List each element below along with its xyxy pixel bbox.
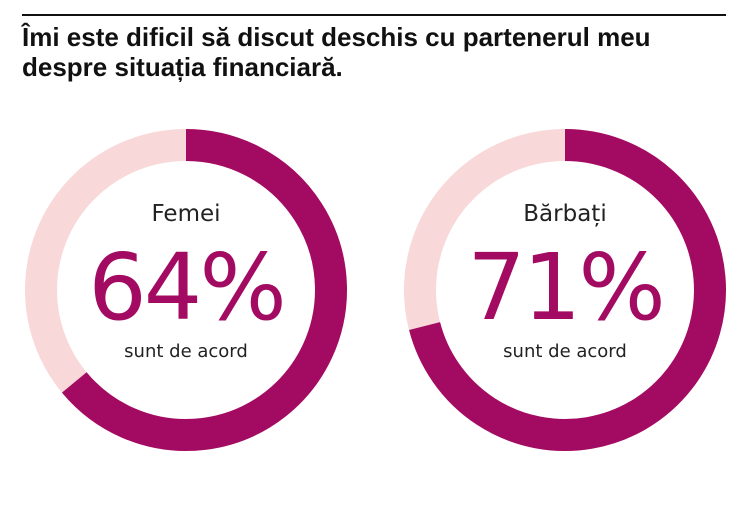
percent-value-women: 64% [88, 234, 286, 341]
donut-svg-women [25, 129, 347, 451]
donut-chart-men: Bărbați 71% sunt de acord [403, 128, 727, 452]
group-label-women: Femei [151, 201, 221, 227]
top-rule [22, 14, 726, 16]
donut-value-arc-women [61, 129, 347, 451]
donut-svg-men [404, 129, 726, 451]
percent-value-men: 71% [467, 234, 665, 341]
donut-chart-women: Femei 64% sunt de acord [24, 128, 348, 452]
agreement-caption-women: sunt de acord [124, 341, 248, 362]
chart-title: Îmi este dificil să discut deschis cu pa… [22, 22, 651, 82]
group-label-men: Bărbați [523, 201, 607, 227]
agreement-caption-men: sunt de acord [503, 341, 627, 362]
donut-value-arc-men [409, 129, 726, 451]
